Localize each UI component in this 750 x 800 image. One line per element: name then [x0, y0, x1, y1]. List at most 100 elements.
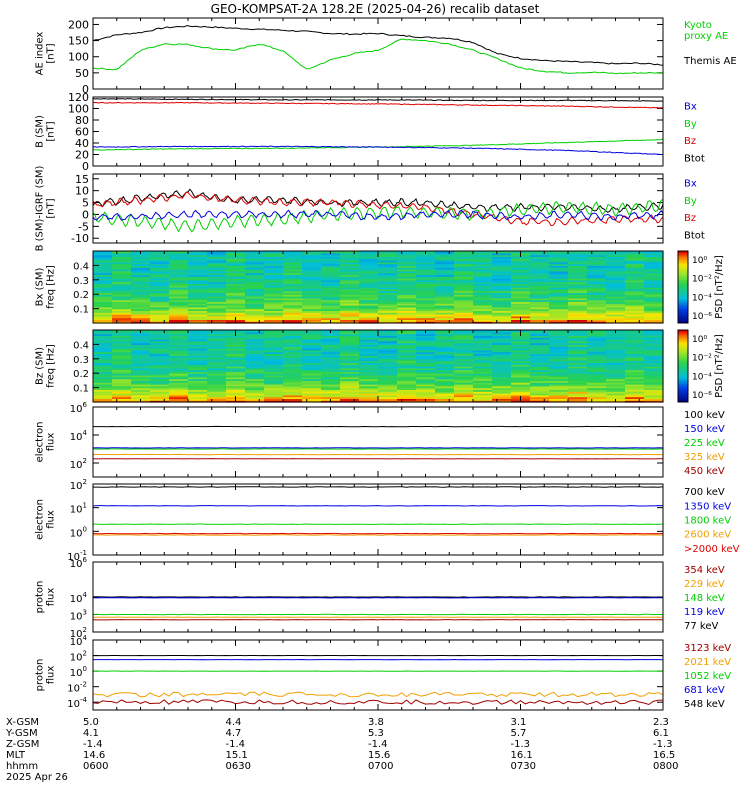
heatmap-cell [226, 283, 246, 286]
heatmap-cell [207, 269, 227, 272]
heatmap-cell [359, 349, 379, 353]
heatmap-cell [587, 290, 607, 293]
heatmap-cell [435, 276, 455, 279]
heatmap-cell [644, 348, 664, 351]
heatmap-cell [549, 375, 569, 378]
heatmap-cell [150, 310, 170, 313]
heatmap-cell [169, 263, 189, 266]
heatmap-cell [644, 394, 664, 398]
heatmap-cell [207, 292, 227, 295]
heatmap-cell [511, 364, 531, 367]
heatmap-cell [93, 292, 113, 295]
heatmap-cell [188, 308, 208, 311]
heatmap-cell [283, 385, 303, 389]
heatmap-cell [150, 272, 170, 275]
heatmap-cell [112, 261, 132, 265]
y-axis-label: electronflux [35, 422, 57, 463]
y-axis-label-line: [nT] [46, 121, 57, 141]
heatmap-cell [245, 391, 265, 394]
heatmap-cell [435, 384, 455, 387]
heatmap-cell [397, 314, 417, 317]
colorbar-cell [678, 353, 688, 356]
heatmap-cell [568, 310, 588, 313]
heatmap-cell [340, 285, 360, 288]
heatmap-cell [473, 319, 493, 322]
heatmap-cell [340, 283, 360, 286]
heatmap-cell [492, 380, 512, 383]
heatmap-cell [530, 299, 550, 302]
heatmap-cell [568, 344, 588, 347]
legend-entry: 225 keV [684, 438, 725, 449]
heatmap-cell [264, 330, 284, 333]
heatmap-cell [188, 276, 208, 279]
heatmap-cell [644, 299, 664, 302]
heatmap-cell [511, 267, 531, 270]
heatmap-cell [378, 288, 398, 292]
heatmap-cell [188, 314, 208, 317]
heatmap-cell [245, 376, 265, 380]
heatmap-cell [625, 315, 645, 319]
heatmap-cell [625, 279, 645, 283]
heatmap-cell [416, 355, 436, 358]
legend-entry: 3123 keV [684, 643, 731, 654]
heatmap-cell [264, 348, 284, 351]
heatmap-cell [454, 333, 474, 336]
heatmap-cell [283, 256, 303, 259]
heatmap-cell [473, 382, 493, 385]
heatmap-cell [435, 351, 455, 354]
heatmap-cell [416, 358, 436, 362]
heatmap-cell [93, 272, 113, 275]
heatmap-cell [93, 254, 113, 257]
heatmap-cell [226, 357, 246, 360]
heatmap-cell [378, 369, 398, 372]
heatmap-cell [530, 364, 550, 367]
heatmap-cell [283, 251, 303, 254]
heatmap-cell [188, 378, 208, 381]
heatmap-cell [245, 265, 265, 268]
heatmap-cell [150, 274, 170, 277]
colorbar-cell [678, 400, 688, 403]
heatmap-cell [492, 391, 512, 394]
colorbar-cell [678, 393, 688, 396]
heatmap-cell [188, 373, 208, 376]
heatmap-cell [454, 305, 474, 308]
y-tick-exponent: 2 [83, 626, 87, 634]
heatmap-cell [264, 314, 284, 317]
colorbar-cell [678, 315, 688, 319]
heatmap-cell [473, 342, 493, 345]
heatmap-cell [549, 335, 569, 338]
heatmap-cell [644, 367, 664, 371]
heatmap-cell [264, 360, 284, 363]
heatmap-cell [302, 344, 322, 347]
heatmap-cell [283, 315, 303, 319]
heatmap-cell [264, 276, 284, 279]
heatmap-cell [112, 305, 132, 308]
heatmap-cell [397, 315, 417, 319]
heatmap-cell [302, 261, 322, 265]
heatmap-cell [188, 265, 208, 268]
heatmap-cell [568, 303, 588, 306]
heatmap-cell [492, 285, 512, 288]
heatmap-cell [359, 305, 379, 308]
heatmap-cell [511, 348, 531, 351]
heatmap-cell [587, 285, 607, 288]
heatmap-cell [397, 267, 417, 270]
heatmap-cell [378, 315, 398, 319]
heatmap-cell [625, 330, 645, 333]
heatmap-cell [302, 269, 322, 272]
heatmap-cell [112, 274, 132, 277]
heatmap-cell [606, 278, 626, 281]
heatmap-cell [435, 254, 455, 257]
heatmap-cell [283, 364, 303, 367]
heatmap-cell [112, 276, 132, 279]
heatmap-cell [264, 358, 284, 362]
heatmap-cell [492, 344, 512, 347]
heatmap-cell [492, 340, 512, 344]
heatmap-cell [397, 301, 417, 304]
colorbar-cell [678, 294, 688, 297]
heatmap-cell [378, 294, 398, 297]
panel-frame [92, 483, 664, 556]
heatmap-cell [93, 387, 113, 390]
